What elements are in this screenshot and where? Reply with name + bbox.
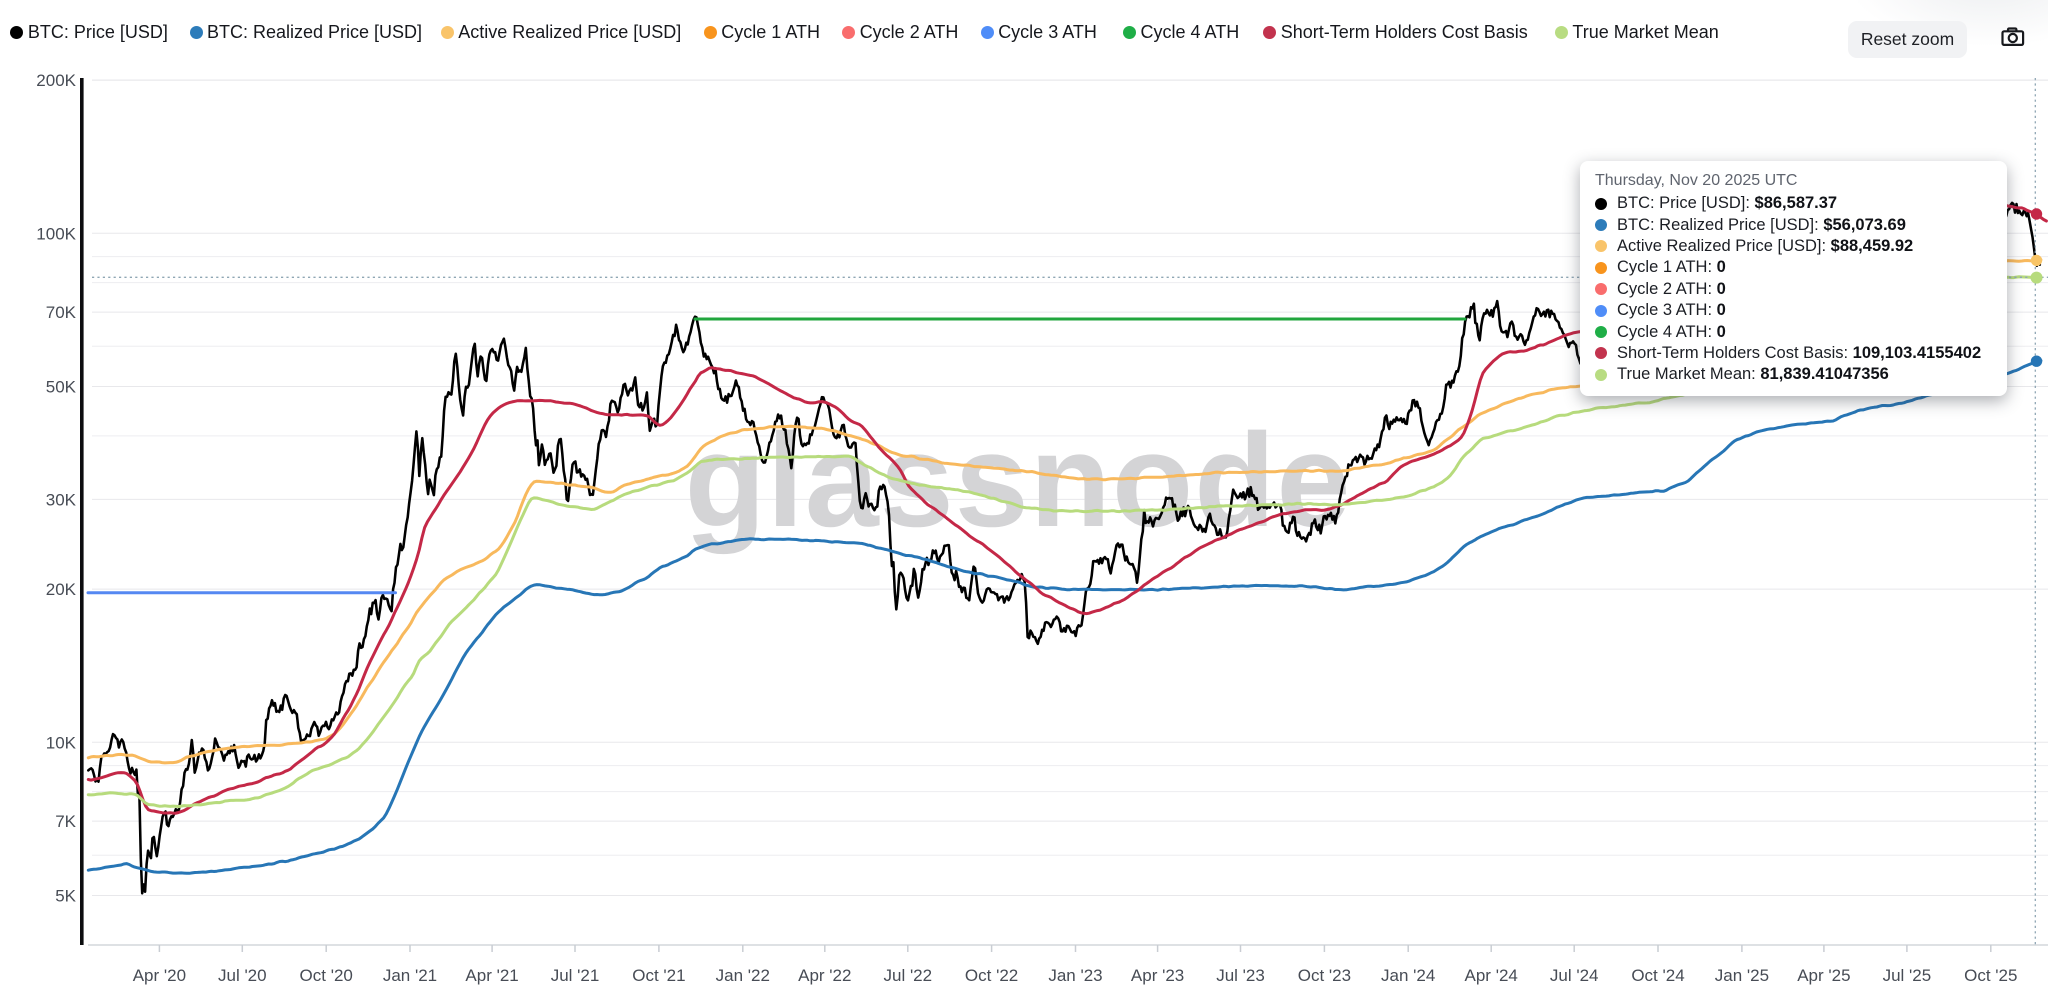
svg-text:Jan '25: Jan '25 bbox=[1715, 966, 1769, 985]
svg-text:Apr '23: Apr '23 bbox=[1131, 966, 1184, 985]
svg-text:Jul '23: Jul '23 bbox=[1216, 966, 1265, 985]
svg-text:Apr '24: Apr '24 bbox=[1465, 966, 1518, 985]
svg-text:Jul '21: Jul '21 bbox=[551, 966, 600, 985]
svg-text:Oct '25: Oct '25 bbox=[1964, 966, 2017, 985]
svg-text:Oct '23: Oct '23 bbox=[1298, 966, 1351, 985]
svg-text:100K: 100K bbox=[36, 224, 76, 243]
svg-text:Apr '20: Apr '20 bbox=[133, 966, 186, 985]
svg-text:Jul '22: Jul '22 bbox=[883, 966, 932, 985]
svg-text:30K: 30K bbox=[46, 490, 77, 509]
svg-text:Jan '21: Jan '21 bbox=[383, 966, 437, 985]
svg-text:70K: 70K bbox=[46, 303, 77, 322]
svg-text:Jan '23: Jan '23 bbox=[1048, 966, 1102, 985]
svg-text:Jul '20: Jul '20 bbox=[218, 966, 267, 985]
svg-text:Apr '25: Apr '25 bbox=[1797, 966, 1850, 985]
svg-text:Jul '25: Jul '25 bbox=[1883, 966, 1932, 985]
svg-text:10K: 10K bbox=[46, 733, 77, 752]
svg-text:Oct '24: Oct '24 bbox=[1631, 966, 1684, 985]
svg-text:7K: 7K bbox=[55, 812, 76, 831]
svg-text:Apr '21: Apr '21 bbox=[465, 966, 518, 985]
svg-text:Apr '22: Apr '22 bbox=[798, 966, 851, 985]
svg-text:Oct '22: Oct '22 bbox=[965, 966, 1018, 985]
svg-text:Oct '20: Oct '20 bbox=[300, 966, 353, 985]
svg-text:200K: 200K bbox=[36, 71, 76, 90]
svg-text:Jan '22: Jan '22 bbox=[716, 966, 770, 985]
svg-text:Jan '24: Jan '24 bbox=[1381, 966, 1435, 985]
svg-text:5K: 5K bbox=[55, 887, 76, 906]
svg-text:Jul '24: Jul '24 bbox=[1550, 966, 1599, 985]
svg-text:20K: 20K bbox=[46, 580, 77, 599]
svg-text:Oct '21: Oct '21 bbox=[632, 966, 685, 985]
svg-text:50K: 50K bbox=[46, 378, 77, 397]
